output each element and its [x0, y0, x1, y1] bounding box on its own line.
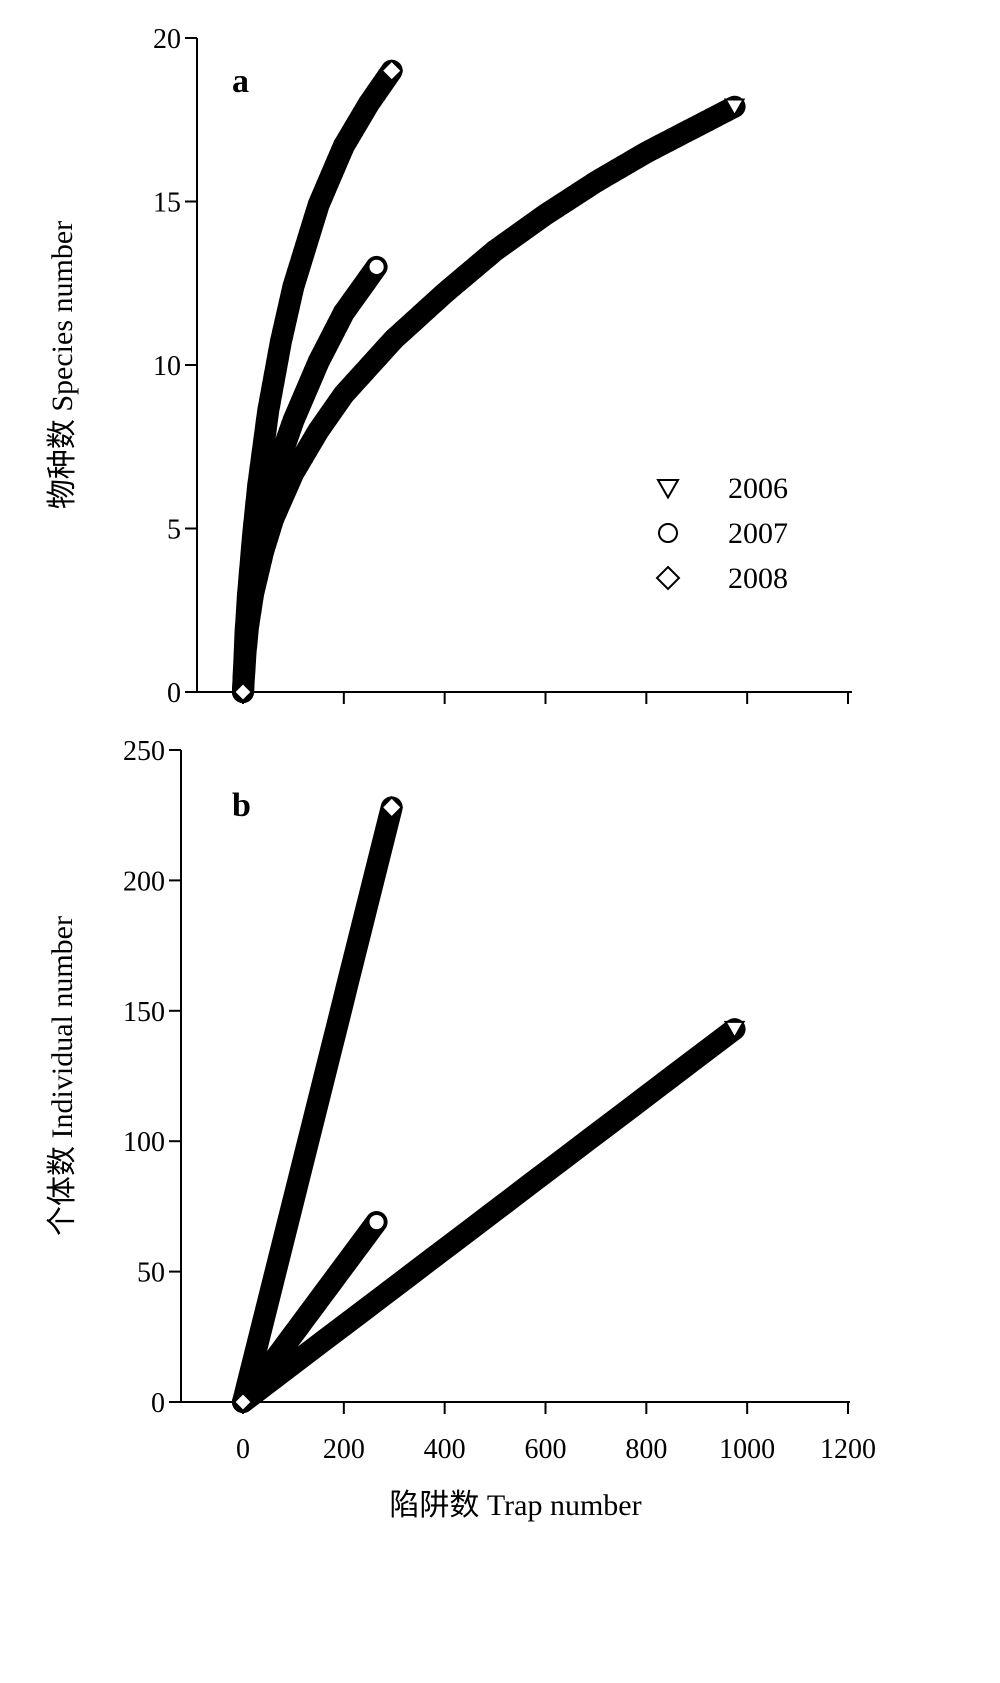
- series-2008-end-marker: [380, 59, 404, 83]
- y-tick-label: 0: [167, 678, 181, 709]
- y-axis-title: 个体数 Individual number: [46, 916, 79, 1236]
- series-2007-point: [341, 310, 346, 315]
- panel-letter: a: [232, 63, 249, 100]
- y-tick-label: 200: [123, 866, 165, 897]
- y-tick-label: 20: [153, 24, 181, 55]
- series-2008-band: [232, 796, 403, 1413]
- y-tick-label: 150: [123, 997, 165, 1028]
- series-2008-band: [232, 59, 403, 703]
- series-2006-band: [232, 1018, 746, 1413]
- legend-marker-2006: [656, 479, 680, 500]
- series-2006-end-marker: [723, 98, 746, 118]
- x-tick-label: 200: [323, 1434, 365, 1465]
- series-2006-point: [694, 124, 699, 129]
- legend-label-2007: 2007: [728, 517, 788, 550]
- series-2008-end-marker: [380, 796, 404, 819]
- series-2007-point: [278, 454, 283, 459]
- x-tick-label: 800: [625, 1434, 667, 1465]
- legend-label-2006: 2006: [728, 472, 788, 505]
- series-2008-point: [278, 340, 283, 345]
- x-tick-label: 0: [236, 1434, 250, 1465]
- series-2006-point: [593, 179, 598, 184]
- legend-marker-2008: [655, 565, 681, 591]
- series-2006-point: [442, 291, 447, 296]
- series-2006-point: [291, 470, 296, 475]
- series-2006-point: [341, 392, 346, 397]
- series-2008-point: [251, 533, 256, 538]
- x-tick-label: 1000: [719, 1434, 775, 1465]
- origin-marker: [232, 681, 254, 703]
- series-2006-point: [316, 428, 321, 433]
- series-2008-point: [266, 408, 271, 413]
- legend-label-2008: 2008: [728, 562, 788, 595]
- series-2007-point: [316, 359, 321, 364]
- series-2007-end-marker: [367, 1212, 386, 1232]
- y-tick-label: 250: [123, 736, 165, 767]
- y-tick-label: 15: [153, 188, 181, 219]
- series-2008-point: [367, 101, 372, 106]
- origin-marker: [232, 1391, 254, 1413]
- y-axis-title: 物种数 Species number: [46, 221, 79, 509]
- x-tick-label: 600: [525, 1434, 567, 1465]
- panel-b: 0 50 100 150 200 250 0 200 400 600 800 1000 1200 b 个体数…: [46, 736, 876, 1522]
- series-2008-point: [256, 483, 261, 488]
- x-axis-title: 陷阱数 Trap number: [389, 1489, 641, 1522]
- series-2008-point: [316, 202, 321, 207]
- series-2007-point: [291, 418, 296, 423]
- series-2006-point: [392, 336, 397, 341]
- series-2007-band: [232, 1211, 388, 1413]
- x-tick-label: 400: [424, 1434, 466, 1465]
- series-2008-point: [291, 284, 296, 289]
- series-2008-point: [246, 591, 251, 596]
- series-2008-point: [243, 631, 248, 636]
- series-2006-end-marker: [723, 1020, 746, 1040]
- series-2006-point: [543, 212, 548, 217]
- legend: 2006 2007 2008: [655, 472, 788, 595]
- legend-marker-2007: [658, 523, 678, 543]
- x-tick-label: 1200: [820, 1434, 876, 1465]
- panel-letter: b: [232, 787, 251, 824]
- y-tick-label: 0: [151, 1388, 165, 1419]
- y-tick-label: 100: [123, 1127, 165, 1158]
- y-tick-label: 5: [167, 515, 181, 546]
- series-2007-end-marker: [367, 257, 386, 276]
- y-tick-label: 50: [137, 1258, 165, 1289]
- series-2006-point: [644, 150, 649, 155]
- series-2008-point: [341, 143, 346, 148]
- series-2006-point: [493, 248, 498, 253]
- panel-a: 0 5 10 15 20 a 物种数 Species number 2006 2007 2008: [46, 24, 852, 709]
- y-tick-label: 10: [153, 351, 181, 382]
